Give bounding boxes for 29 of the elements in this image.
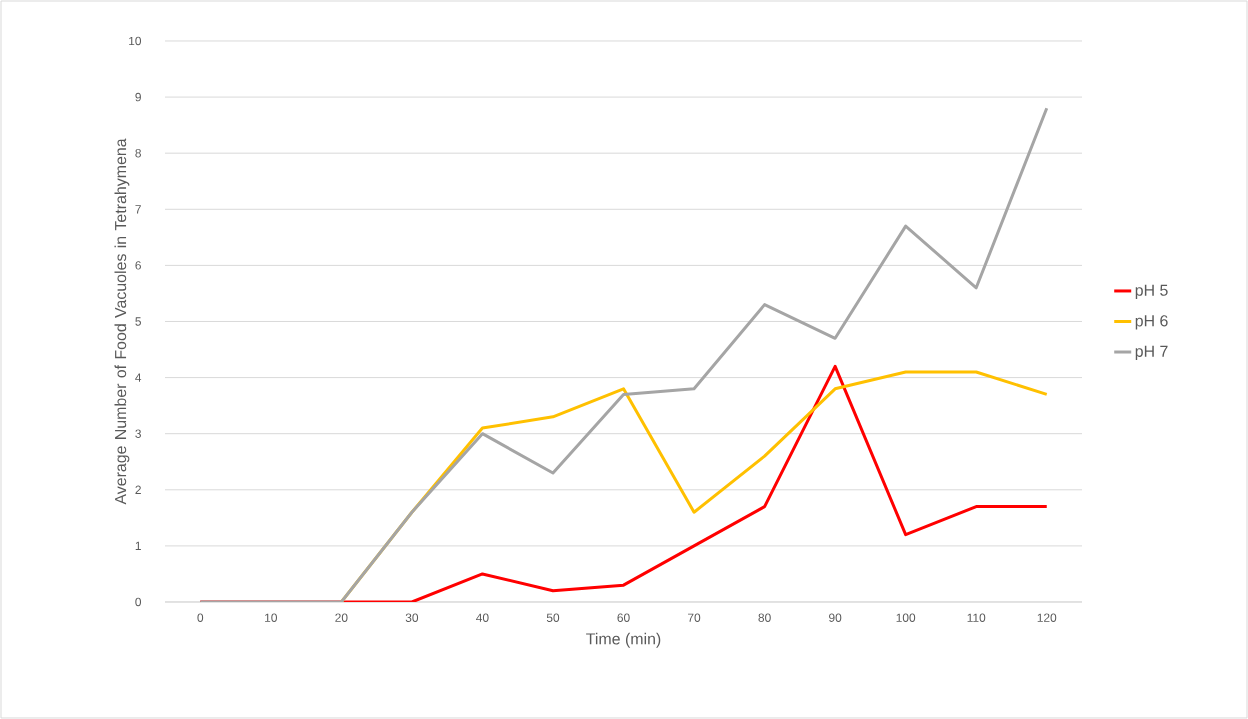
y-tick-label: 6 — [135, 261, 141, 270]
legend-label: pH 5 — [1135, 284, 1168, 300]
legend-label: pH 7 — [1135, 345, 1168, 361]
x-tick-label: 30 — [405, 613, 419, 622]
x-tick-label: 50 — [546, 613, 560, 622]
x-tick-label: 110 — [967, 613, 986, 622]
y-tick-label: 9 — [135, 92, 141, 102]
y-axis-title: Average Number of Food Vacuoles in Tetrahymena — [114, 138, 130, 505]
x-tick-label: 60 — [617, 613, 630, 622]
x-tick-label: 20 — [335, 613, 348, 622]
x-tick-label: 120 — [1037, 613, 1057, 622]
legend-label: pH 6 — [1135, 315, 1168, 330]
y-tick-label: 0 — [135, 597, 142, 607]
x-tick-label: 100 — [896, 613, 916, 622]
x-tick-label: 80 — [758, 613, 771, 622]
x-tick-label: 10 — [265, 613, 277, 622]
y-tick-label: 4 — [135, 373, 142, 382]
y-tick-label: 5 — [135, 317, 141, 326]
x-axis-title: Time (min) — [586, 632, 661, 648]
x-tick-label: 90 — [829, 613, 842, 622]
y-tick-label: 2 — [135, 485, 141, 494]
x-tick-label: 70 — [688, 613, 701, 622]
y-tick-label: 7 — [135, 205, 141, 214]
y-tick-label: 3 — [135, 429, 141, 438]
y-tick-label: 10 — [129, 36, 142, 46]
x-tick-label: 0 — [197, 613, 204, 622]
y-tick-label: 8 — [135, 148, 141, 158]
y-tick-label: 1 — [135, 541, 141, 550]
x-tick-label: 40 — [476, 613, 489, 622]
